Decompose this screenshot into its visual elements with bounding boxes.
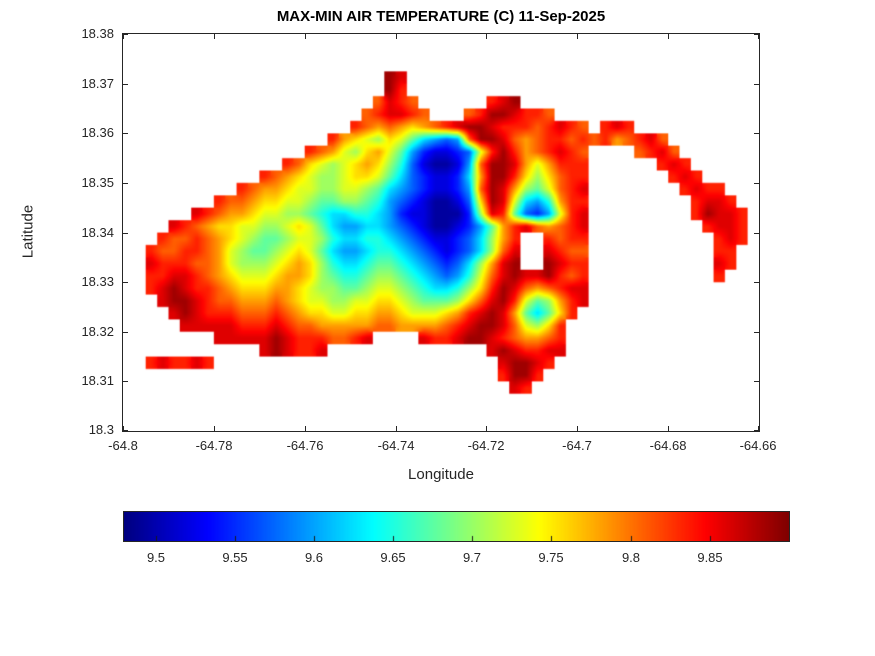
y-tick-label: 18.32: [81, 324, 114, 339]
y-tick-label: 18.3: [88, 422, 114, 437]
x-tick-mark: [668, 426, 669, 431]
y-tick-mark: [754, 34, 759, 35]
y-tick-mark: [754, 332, 759, 333]
x-tick-label: -64.8: [108, 438, 138, 453]
y-tick-label: 18.33: [81, 274, 114, 289]
y-tick-mark: [754, 133, 759, 134]
colorbar-tick-label: 9.7: [462, 550, 482, 565]
x-tick-label: -64.7: [562, 438, 592, 453]
x-tick-mark: [758, 34, 759, 39]
colorbar-canvas: [124, 512, 789, 541]
x-tick-mark: [305, 34, 306, 39]
x-tick-mark: [214, 34, 215, 39]
x-tick-label: -64.78: [195, 438, 233, 453]
x-tick-mark: [123, 34, 124, 39]
y-tick-mark: [123, 282, 128, 283]
y-tick-label: 18.34: [81, 225, 114, 240]
colorbar-tick-label: 9.8: [621, 550, 641, 565]
y-tick-mark: [123, 183, 128, 184]
x-tick-mark: [758, 426, 759, 431]
y-axis-label: Latitude: [19, 204, 37, 259]
x-tick-label: -64.66: [739, 438, 777, 453]
y-tick-mark: [123, 332, 128, 333]
y-tick-mark: [123, 133, 128, 134]
y-tick-mark: [754, 84, 759, 85]
y-tick-mark: [754, 233, 759, 234]
x-tick-label: -64.72: [467, 438, 505, 453]
y-tick-mark: [123, 430, 128, 431]
y-tick-label: 18.38: [81, 26, 114, 41]
y-tick-label: 18.36: [81, 125, 114, 140]
heatmap-canvas: [123, 34, 759, 431]
x-tick-label: -64.68: [649, 438, 687, 453]
y-tick-mark: [123, 233, 128, 234]
x-tick-mark: [305, 426, 306, 431]
colorbar: [123, 511, 790, 542]
x-tick-label: -64.76: [286, 438, 324, 453]
x-axis-label: Longitude: [408, 466, 474, 483]
x-tick-mark: [486, 34, 487, 39]
colorbar-tick-label: 9.65: [380, 550, 406, 565]
y-tick-label: 18.37: [81, 76, 114, 91]
y-tick-mark: [123, 34, 128, 35]
y-tick-mark: [754, 381, 759, 382]
colorbar-tick-label: 9.5: [146, 550, 166, 565]
y-tick-mark: [754, 430, 759, 431]
plot-area: [122, 33, 760, 432]
x-tick-mark: [396, 426, 397, 431]
x-tick-mark: [486, 426, 487, 431]
colorbar-tick-label: 9.75: [538, 550, 564, 565]
y-tick-mark: [754, 282, 759, 283]
y-tick-mark: [123, 84, 128, 85]
x-tick-label: -64.74: [377, 438, 415, 453]
x-tick-mark: [123, 426, 124, 431]
y-tick-label: 18.31: [81, 373, 114, 388]
colorbar-tick-label: 9.55: [222, 550, 248, 565]
y-tick-mark: [754, 183, 759, 184]
x-tick-mark: [214, 426, 215, 431]
x-tick-mark: [577, 34, 578, 39]
chart-title: MAX-MIN AIR TEMPERATURE (C) 11-Sep-2025: [276, 8, 606, 25]
colorbar-tick-label: 9.6: [304, 550, 324, 565]
x-tick-mark: [668, 34, 669, 39]
y-tick-mark: [123, 381, 128, 382]
colorbar-tick-label: 9.85: [697, 550, 723, 565]
y-tick-label: 18.35: [81, 175, 114, 190]
x-tick-mark: [396, 34, 397, 39]
x-tick-mark: [577, 426, 578, 431]
